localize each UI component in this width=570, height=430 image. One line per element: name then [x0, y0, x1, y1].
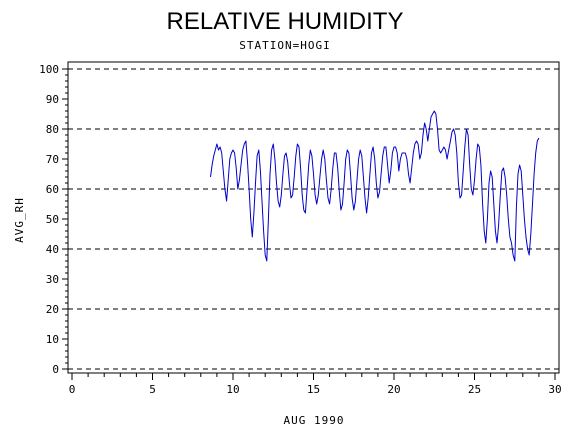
y-tick-label: 70: [46, 153, 59, 166]
y-gridlines: [68, 68, 559, 370]
x-tick-label: 5: [149, 383, 156, 396]
series-line-0: [210, 110, 540, 262]
y-tick-label: 0: [52, 363, 59, 376]
chart-subtitle: STATION=HOGI: [239, 39, 330, 52]
x-axis-label: AUG 1990: [284, 414, 345, 427]
x-tick-label: 20: [387, 383, 400, 396]
y-axis-label: AVG_RH: [13, 197, 26, 243]
x-tick-label: 15: [307, 383, 320, 396]
x-tick-label: 25: [468, 383, 481, 396]
x-tick-label: 10: [226, 383, 239, 396]
y-tick-label: 10: [46, 333, 59, 346]
y-tick-label: 60: [46, 183, 59, 196]
x-tick-label: 0: [69, 383, 76, 396]
series-lines: [210, 110, 540, 262]
y-tick-label: 50: [46, 213, 59, 226]
y-tick-label: 80: [46, 123, 59, 136]
y-tick-label: 20: [46, 303, 59, 316]
y-tick-label: 40: [46, 243, 59, 256]
y-tick-label: 30: [46, 273, 59, 286]
plot-frame: [67, 61, 560, 374]
y-tick-label: 90: [46, 93, 59, 106]
x-axis: 0 5 10 15 20 25 30: [69, 373, 562, 396]
y-tick-label: 100: [39, 63, 59, 76]
chart-title: RELATIVE HUMIDITY: [167, 8, 404, 35]
x-tick-label: 30: [548, 383, 561, 396]
y-axis: 0 10 20 30 40 50 60 70 80 90 100: [39, 63, 68, 376]
